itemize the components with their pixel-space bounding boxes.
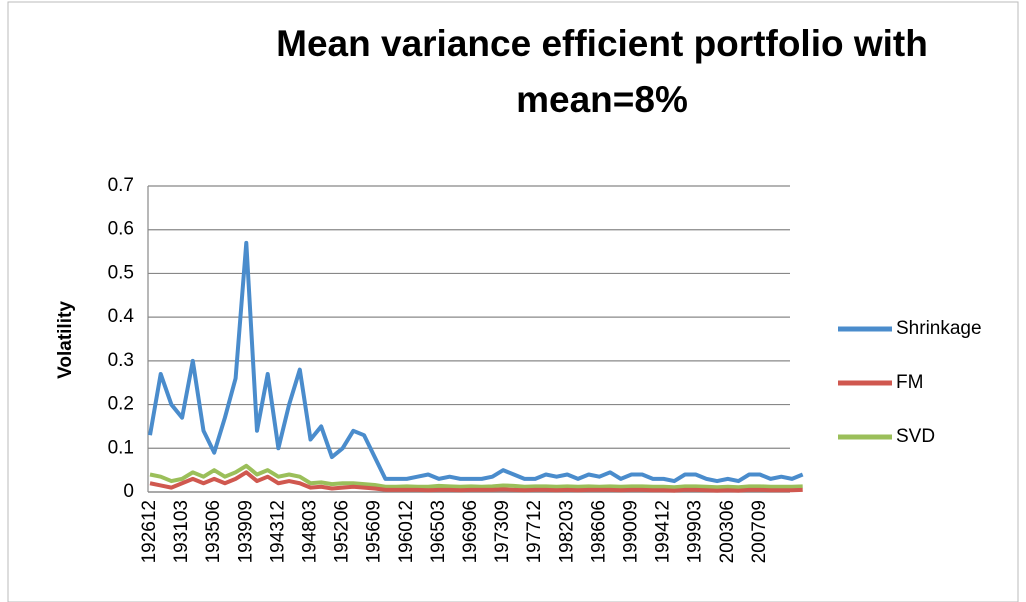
chart-border xyxy=(7,1,1019,602)
x-tick-label: 198203 xyxy=(556,500,577,563)
x-tick-label: 200306 xyxy=(717,500,738,563)
x-tick-label: 195609 xyxy=(364,500,385,563)
series-line xyxy=(148,240,804,484)
x-tick-label: 195206 xyxy=(332,500,353,563)
legend-label: SVD xyxy=(896,426,935,447)
x-tick-label: 197309 xyxy=(492,500,513,563)
x-tick-label: 198606 xyxy=(588,500,609,563)
y-tick-label: 0.6 xyxy=(108,219,134,240)
x-tick-label: 193506 xyxy=(203,500,224,563)
x-tick-label: 194803 xyxy=(300,500,321,563)
x-tick-label: 197712 xyxy=(524,500,545,563)
x-tick-label: 199903 xyxy=(685,500,706,563)
x-tick-label: 199009 xyxy=(621,500,642,563)
y-tick-label: 0.3 xyxy=(108,350,134,371)
legend-label: FM xyxy=(896,372,923,393)
y-tick-label: 0.1 xyxy=(108,437,134,458)
x-tick-label: 199412 xyxy=(653,500,674,563)
x-tick-label: 192612 xyxy=(139,500,160,563)
x-tick-label: 194312 xyxy=(267,500,288,563)
y-tick-label: 0.2 xyxy=(108,394,134,415)
y-tick-label: 0.4 xyxy=(108,306,135,327)
y-tick-label: 0.5 xyxy=(108,262,134,283)
chart-title: Mean variance efficient portfolio with xyxy=(276,23,928,64)
y-tick-label: 0.7 xyxy=(108,175,134,196)
x-tick-label: 200709 xyxy=(749,500,770,563)
x-tick-label: 193909 xyxy=(235,500,256,563)
x-tick-label: 193103 xyxy=(171,500,192,563)
x-tick-label: 196906 xyxy=(460,500,481,563)
series-line xyxy=(149,470,803,493)
y-axis-label: Volatility xyxy=(55,301,76,379)
series-line xyxy=(149,463,803,490)
y-tick-label: 0 xyxy=(123,481,134,502)
x-tick-label: 196503 xyxy=(428,500,449,563)
legend-label: Shrinkage xyxy=(896,318,982,339)
x-tick-label: 196012 xyxy=(396,500,417,563)
chart-subtitle: mean=8% xyxy=(516,79,688,120)
